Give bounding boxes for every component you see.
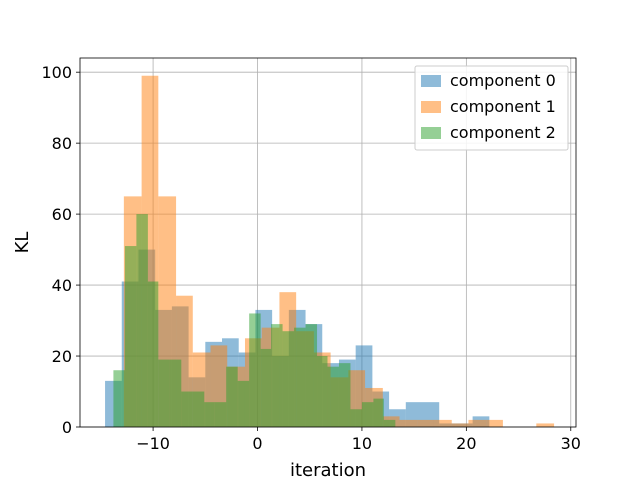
x-tick-label: 20 bbox=[456, 434, 476, 453]
axis-ticks: −10 0 10 20 30 0 20 40 60 80 100 bbox=[41, 63, 581, 453]
x-tick-label: 0 bbox=[252, 434, 262, 453]
histogram-bar bbox=[237, 380, 250, 427]
legend-box bbox=[414, 65, 569, 151]
histogram-bar bbox=[468, 419, 487, 427]
legend-swatch bbox=[421, 75, 441, 87]
axes-frame bbox=[79, 57, 577, 428]
histogram-bar bbox=[433, 419, 452, 427]
x-tick-label: 10 bbox=[352, 434, 372, 453]
histogram-bar bbox=[350, 409, 362, 427]
legend-label: component 1 bbox=[450, 97, 556, 116]
histogram-bar bbox=[124, 246, 137, 427]
histogram-bar bbox=[214, 402, 227, 427]
histogram-bar bbox=[417, 419, 434, 427]
y-tick-label: 40 bbox=[52, 276, 72, 295]
x-tick-label: −10 bbox=[136, 434, 170, 453]
legend: component 0 component 1 component 2 bbox=[414, 65, 569, 151]
histogram-bar bbox=[317, 356, 328, 427]
y-tick-label: 60 bbox=[52, 205, 72, 224]
histogram-bar bbox=[136, 214, 148, 427]
histogram-bar bbox=[383, 419, 396, 427]
histogram-bar bbox=[249, 313, 261, 427]
y-tick-label: 0 bbox=[62, 418, 72, 437]
series-2-bars bbox=[113, 214, 396, 427]
histogram-bar bbox=[305, 324, 318, 427]
legend-swatch bbox=[421, 127, 441, 139]
y-tick-label: 100 bbox=[41, 63, 72, 82]
y-tick-label: 80 bbox=[52, 134, 72, 153]
histogram-bar bbox=[399, 419, 418, 427]
x-tick-label: 30 bbox=[561, 434, 581, 453]
y-axis-label: KL bbox=[12, 232, 33, 254]
histogram-bar bbox=[536, 423, 555, 427]
histogram-bar bbox=[226, 366, 238, 427]
y-tick-label: 20 bbox=[52, 347, 72, 366]
histogram-bars bbox=[105, 75, 555, 427]
histogram-bar bbox=[486, 419, 503, 427]
histogram-bar bbox=[113, 370, 125, 427]
histogram-bar bbox=[271, 324, 283, 427]
histogram-bar bbox=[338, 363, 351, 427]
legend-label: component 2 bbox=[450, 123, 556, 142]
legend-swatch bbox=[421, 101, 441, 113]
histogram-bar bbox=[282, 331, 295, 427]
histogram-bar bbox=[181, 391, 193, 427]
histogram-bar bbox=[361, 402, 374, 427]
legend-label: component 0 bbox=[450, 71, 556, 90]
histogram-bar bbox=[294, 327, 306, 427]
histogram-bar bbox=[192, 391, 205, 427]
histogram-bar bbox=[327, 366, 339, 427]
histogram-bar bbox=[147, 281, 159, 427]
histogram-bar bbox=[260, 348, 272, 427]
histogram-bar bbox=[451, 423, 469, 427]
x-axis-label: iteration bbox=[290, 460, 366, 480]
histogram-bar bbox=[373, 398, 384, 427]
histogram-bar bbox=[158, 359, 170, 427]
histogram-bar bbox=[169, 359, 182, 427]
histogram-bar bbox=[204, 402, 215, 427]
